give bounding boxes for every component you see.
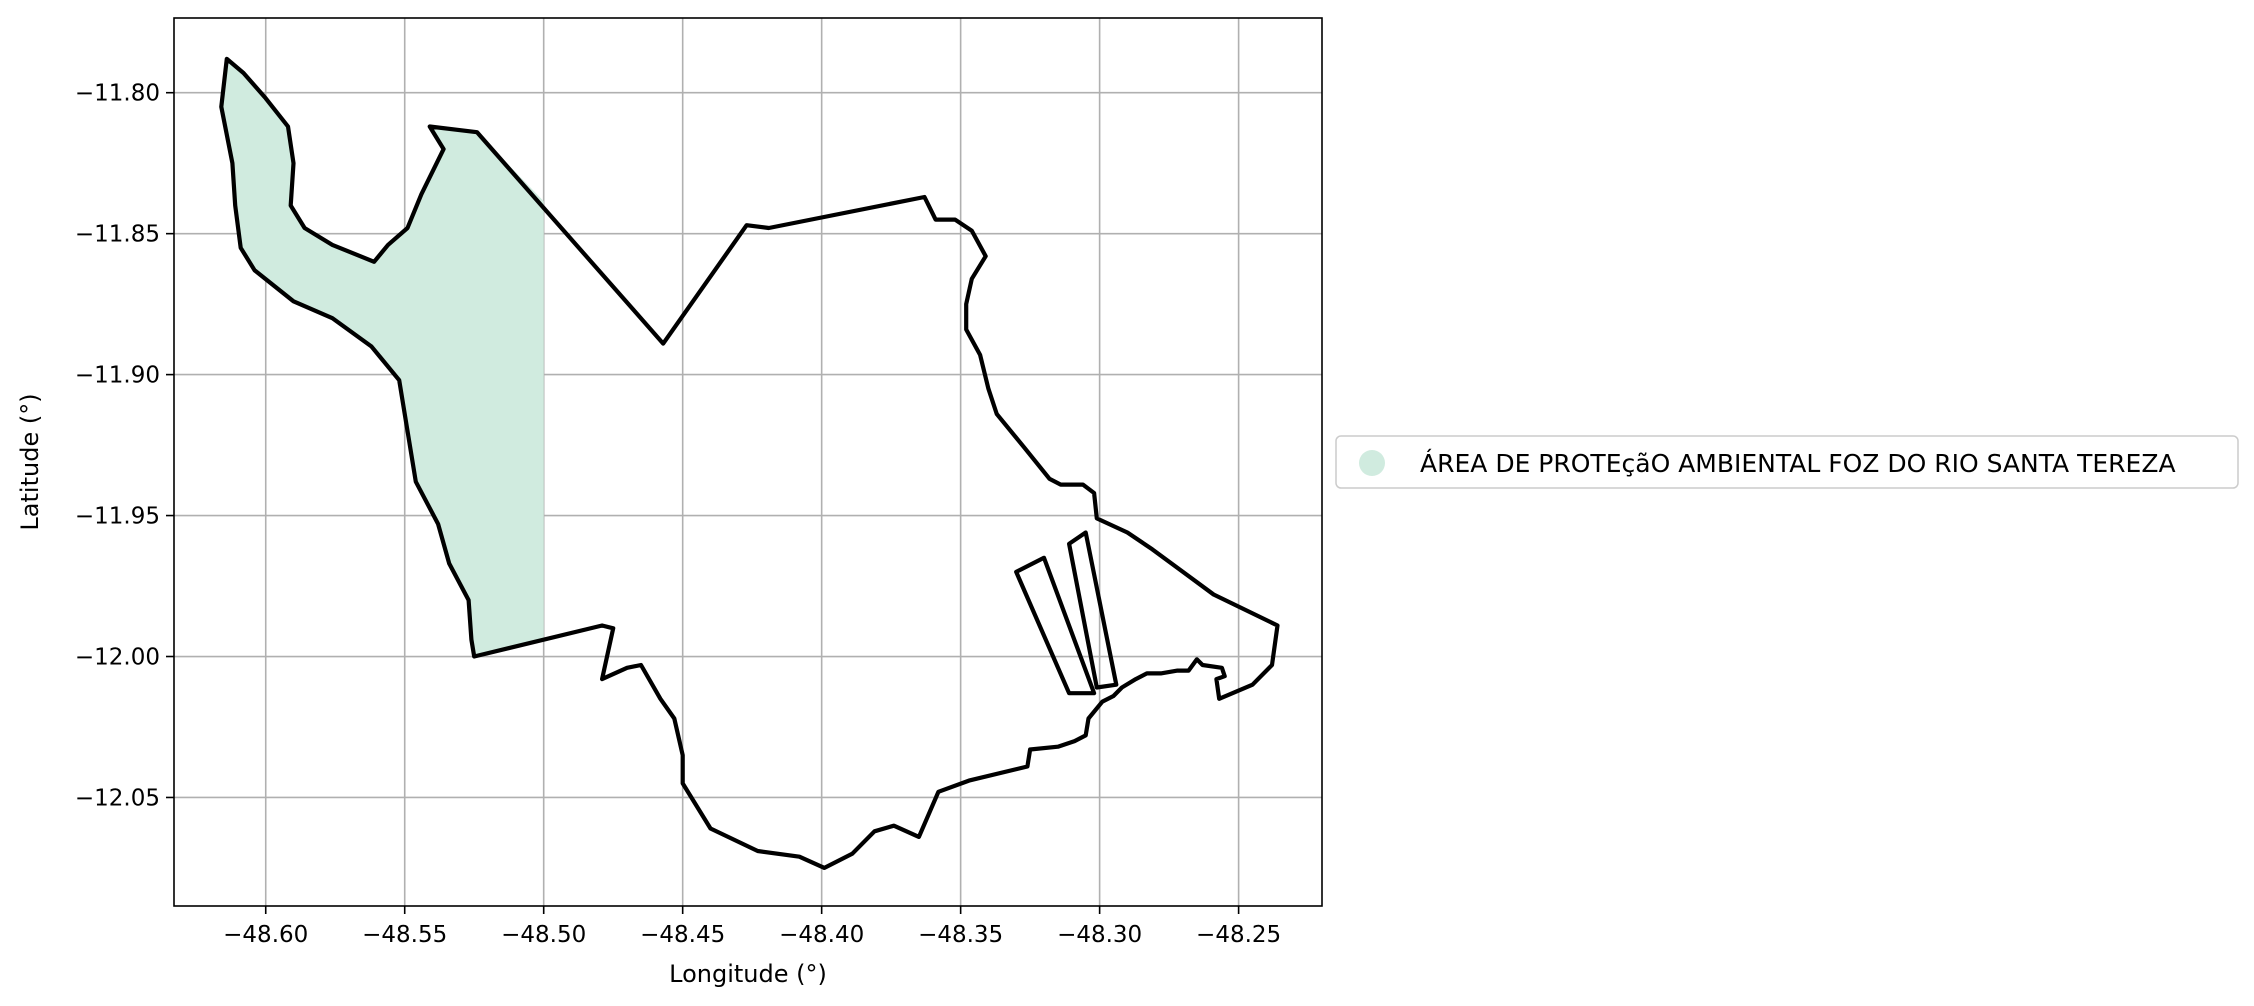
y-tick-label: −11.95 (75, 504, 160, 530)
x-tick-label: −48.30 (1057, 922, 1142, 948)
grid (174, 18, 1322, 906)
y-tick-label: −11.90 (75, 363, 160, 389)
x-tick-label: −48.35 (918, 922, 1003, 948)
legend-marker (1359, 450, 1385, 476)
y-tick-label: −11.80 (75, 81, 160, 107)
y-tick-label: −12.05 (75, 785, 160, 811)
y-tick-label: −11.85 (75, 222, 160, 248)
x-tick-label: −48.25 (1196, 922, 1281, 948)
legend-frame (1335, 435, 2239, 489)
municipality-boundary (219, 56, 1280, 871)
x-tick-label: −48.40 (779, 922, 864, 948)
boundary-strip (1066, 530, 1119, 690)
x-tick-label: −48.45 (640, 922, 725, 948)
boundary-strip (1014, 555, 1097, 696)
y-axis-label: Latitude (°) (16, 393, 44, 530)
y-tick-label: −12.00 (75, 645, 160, 671)
legend-label: ÁREA DE PROTEçãO AMBIENTAL FOZ DO RIO SA… (1420, 449, 2176, 478)
legend: ÁREA DE PROTEçãO AMBIENTAL FOZ DO RIO SA… (1335, 435, 2239, 489)
axis-ticks: −48.60 −48.55 −48.50 −48.45 −48.40 −48.35 −48.… (75, 81, 1281, 948)
x-tick-label: −48.60 (223, 922, 308, 948)
x-tick-label: −48.50 (501, 922, 586, 948)
x-axis-label: Longitude (°) (669, 960, 827, 988)
x-tick-label: −48.55 (362, 922, 447, 948)
map-layers (219, 56, 1280, 871)
plot-frame (173, 17, 1323, 907)
